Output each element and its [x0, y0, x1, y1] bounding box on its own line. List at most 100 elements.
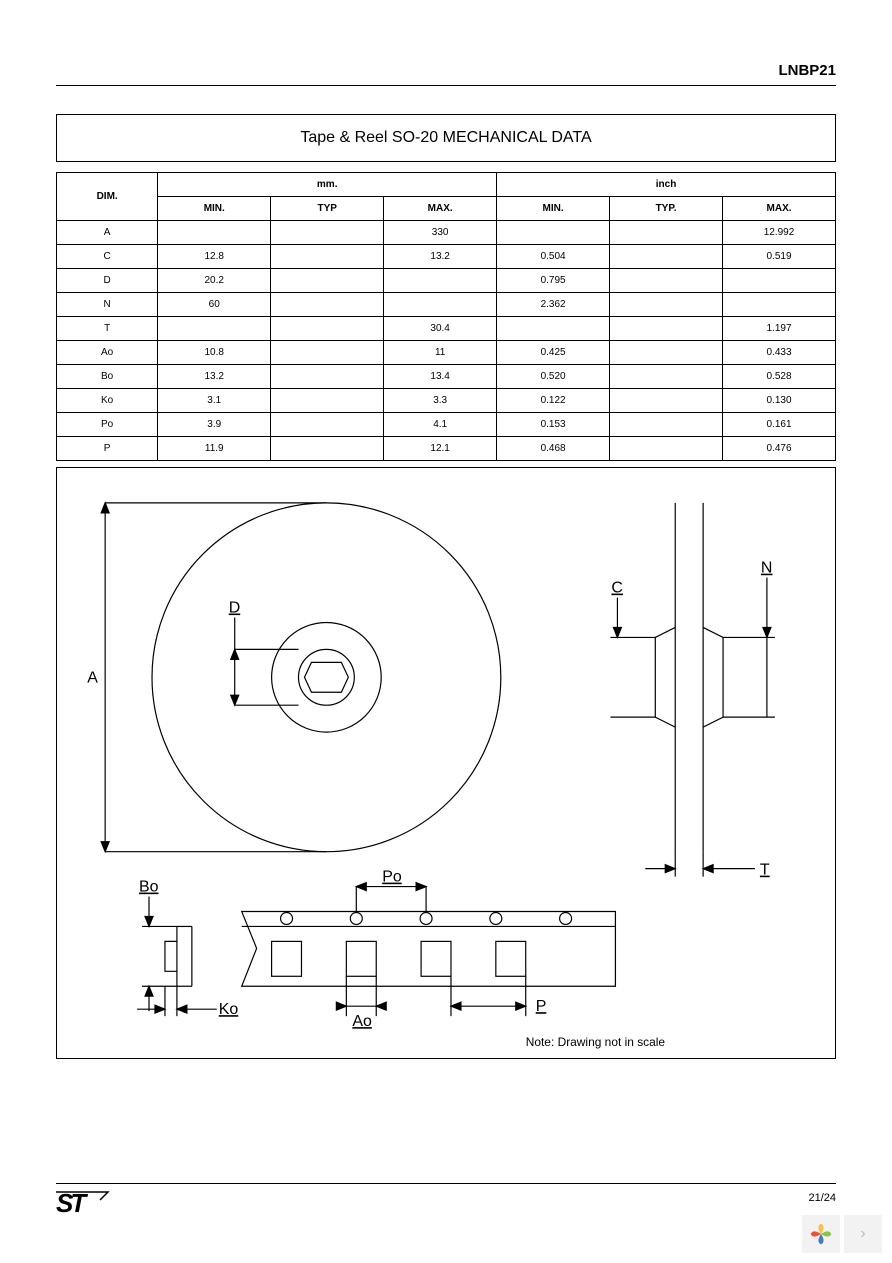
label-d: D [229, 600, 241, 617]
table-cell: 0.519 [723, 245, 836, 269]
table-cell [271, 317, 384, 341]
table-cell: P [57, 437, 158, 461]
label-p: P [536, 998, 547, 1015]
table-cell: 0.504 [497, 245, 610, 269]
table-row: D20.2 0.795 [57, 269, 836, 293]
table-cell: 0.795 [497, 269, 610, 293]
page-footer: ST 21/24 [56, 1183, 836, 1223]
col-mm-typ: TYP [271, 197, 384, 221]
table-cell [271, 389, 384, 413]
table-row: A 330 12.992 [57, 221, 836, 245]
drawing-note: Note: Drawing not in scale [526, 1035, 666, 1049]
label-bo: Bo [139, 879, 159, 896]
table-cell: 12.992 [723, 221, 836, 245]
label-a: A [87, 669, 98, 686]
table-cell: C [57, 245, 158, 269]
table-cell: 330 [384, 221, 497, 245]
next-page-button[interactable]: › [844, 1215, 882, 1253]
table-cell [610, 437, 723, 461]
page-number: 21/24 [808, 1192, 836, 1204]
table-row: Ao10.8110.4250.433 [57, 341, 836, 365]
nav-logo-button[interactable] [802, 1215, 840, 1253]
table-row: Ko3.13.30.1220.130 [57, 389, 836, 413]
table-cell [384, 293, 497, 317]
label-t: T [760, 862, 770, 879]
table-cell: 30.4 [384, 317, 497, 341]
part-number-header: LNBP21 [56, 62, 836, 86]
table-cell [271, 293, 384, 317]
table-cell [723, 269, 836, 293]
table-cell [158, 317, 271, 341]
label-ao: Ao [352, 1013, 372, 1030]
petal-icon [818, 1234, 823, 1244]
st-logo-icon: ST [56, 1190, 116, 1218]
table-cell: N [57, 293, 158, 317]
table-cell [723, 293, 836, 317]
table-cell: D [57, 269, 158, 293]
table-cell: 0.468 [497, 437, 610, 461]
table-cell: 0.433 [723, 341, 836, 365]
table-cell: A [57, 221, 158, 245]
label-ko: Ko [219, 1001, 239, 1018]
label-po: Po [382, 869, 402, 886]
col-in-min: MIN. [497, 197, 610, 221]
table-cell [497, 317, 610, 341]
table-cell: 0.153 [497, 413, 610, 437]
petal-icon [818, 1224, 823, 1234]
table-cell [610, 221, 723, 245]
table-row: Bo13.2 13.40.520 0.528 [57, 365, 836, 389]
petal-icon [821, 1231, 831, 1236]
table-cell: 3.3 [384, 389, 497, 413]
col-inch: inch [497, 173, 836, 197]
table-cell: 0.520 [497, 365, 610, 389]
table-cell: Ao [57, 341, 158, 365]
table-row: N602.362 [57, 293, 836, 317]
col-mm-max: MAX. [384, 197, 497, 221]
col-dim: DIM. [57, 173, 158, 221]
table-cell: 0.122 [497, 389, 610, 413]
table-cell [271, 341, 384, 365]
table-cell: T [57, 317, 158, 341]
table-cell: 0.425 [497, 341, 610, 365]
title-box: Tape & Reel SO-20 MECHANICAL DATA [56, 114, 836, 162]
table-cell: 11.9 [158, 437, 271, 461]
table-cell: 0.130 [723, 389, 836, 413]
table-cell [271, 245, 384, 269]
table-cell [610, 413, 723, 437]
table-row: C12.8 13.20.504 0.519 [57, 245, 836, 269]
table-cell [610, 293, 723, 317]
table-cell: Po [57, 413, 158, 437]
table-cell: 0.476 [723, 437, 836, 461]
petal-icon [811, 1231, 821, 1236]
table-cell: 3.9 [158, 413, 271, 437]
table-cell [610, 389, 723, 413]
table-cell: 60 [158, 293, 271, 317]
label-n: N [761, 560, 773, 577]
table-cell: 20.2 [158, 269, 271, 293]
table-cell [610, 269, 723, 293]
col-in-typ: TYP. [610, 197, 723, 221]
table-cell [271, 221, 384, 245]
table-cell: 13.2 [384, 245, 497, 269]
table-cell: Bo [57, 365, 158, 389]
table-cell: 0.161 [723, 413, 836, 437]
table-cell: 10.8 [158, 341, 271, 365]
table-cell: 4.1 [384, 413, 497, 437]
table-cell [271, 269, 384, 293]
table-cell: 0.528 [723, 365, 836, 389]
dimensions-table: DIM. mm. inch MIN. TYP MAX. MIN. TYP. MA… [56, 172, 836, 461]
col-in-max: MAX. [723, 197, 836, 221]
table-row: P11.912.10.4680.476 [57, 437, 836, 461]
table-cell: 1.197 [723, 317, 836, 341]
table-cell [610, 341, 723, 365]
table-cell [158, 221, 271, 245]
table-cell: 13.2 [158, 365, 271, 389]
col-mm: mm. [158, 173, 497, 197]
mechanical-drawing: A D [56, 467, 836, 1059]
table-cell [497, 221, 610, 245]
chevron-right-icon: › [860, 1225, 865, 1243]
table-row: T 30.4 1.197 [57, 317, 836, 341]
table-cell: 13.4 [384, 365, 497, 389]
table-cell [384, 269, 497, 293]
table-cell: 12.8 [158, 245, 271, 269]
